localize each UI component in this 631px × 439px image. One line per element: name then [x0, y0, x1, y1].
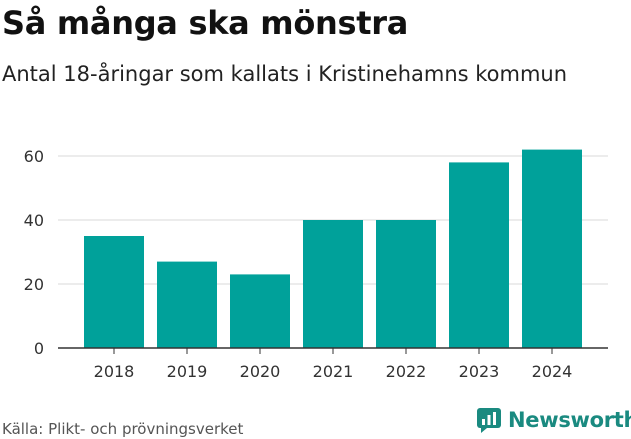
y-tick-label: 60 — [24, 147, 44, 166]
y-tick-label: 0 — [34, 339, 44, 358]
bar-2024 — [522, 149, 582, 348]
bar-chart: 0 20 40 60 2018 2019 2020 2021 2022 2023 2024 — [24, 147, 608, 381]
bar-2019 — [157, 261, 217, 348]
bar-2020 — [230, 274, 290, 348]
y-tick-label: 20 — [24, 275, 44, 294]
y-axis-ticks: 0 20 40 60 — [24, 147, 44, 358]
bar-2021 — [303, 220, 363, 348]
x-tick-label: 2022 — [386, 362, 427, 381]
chart-title: Så många ska mönstra — [2, 4, 409, 42]
bar-chart-logo-icon — [477, 408, 501, 433]
bar-2022 — [376, 220, 436, 348]
x-tick-label: 2021 — [313, 362, 354, 381]
x-axis-ticks: 2018 2019 2020 2021 2022 2023 2024 — [94, 348, 573, 381]
x-tick-label: 2018 — [94, 362, 135, 381]
x-tick-label: 2019 — [167, 362, 208, 381]
x-tick-label: 2020 — [240, 362, 281, 381]
brand-name: Newsworthy — [508, 408, 631, 432]
bar-2018 — [84, 236, 144, 348]
newsworthy-logo: Newsworthy — [476, 407, 631, 433]
chart-subtitle: Antal 18-åringar som kallats i Kristineh… — [2, 62, 568, 86]
bar-2023 — [449, 162, 509, 348]
source-note: Källa: Plikt- och prövningsverket — [2, 420, 244, 438]
y-tick-label: 40 — [24, 211, 44, 230]
x-tick-label: 2024 — [532, 362, 573, 381]
x-tick-label: 2023 — [459, 362, 500, 381]
bars — [84, 149, 582, 348]
